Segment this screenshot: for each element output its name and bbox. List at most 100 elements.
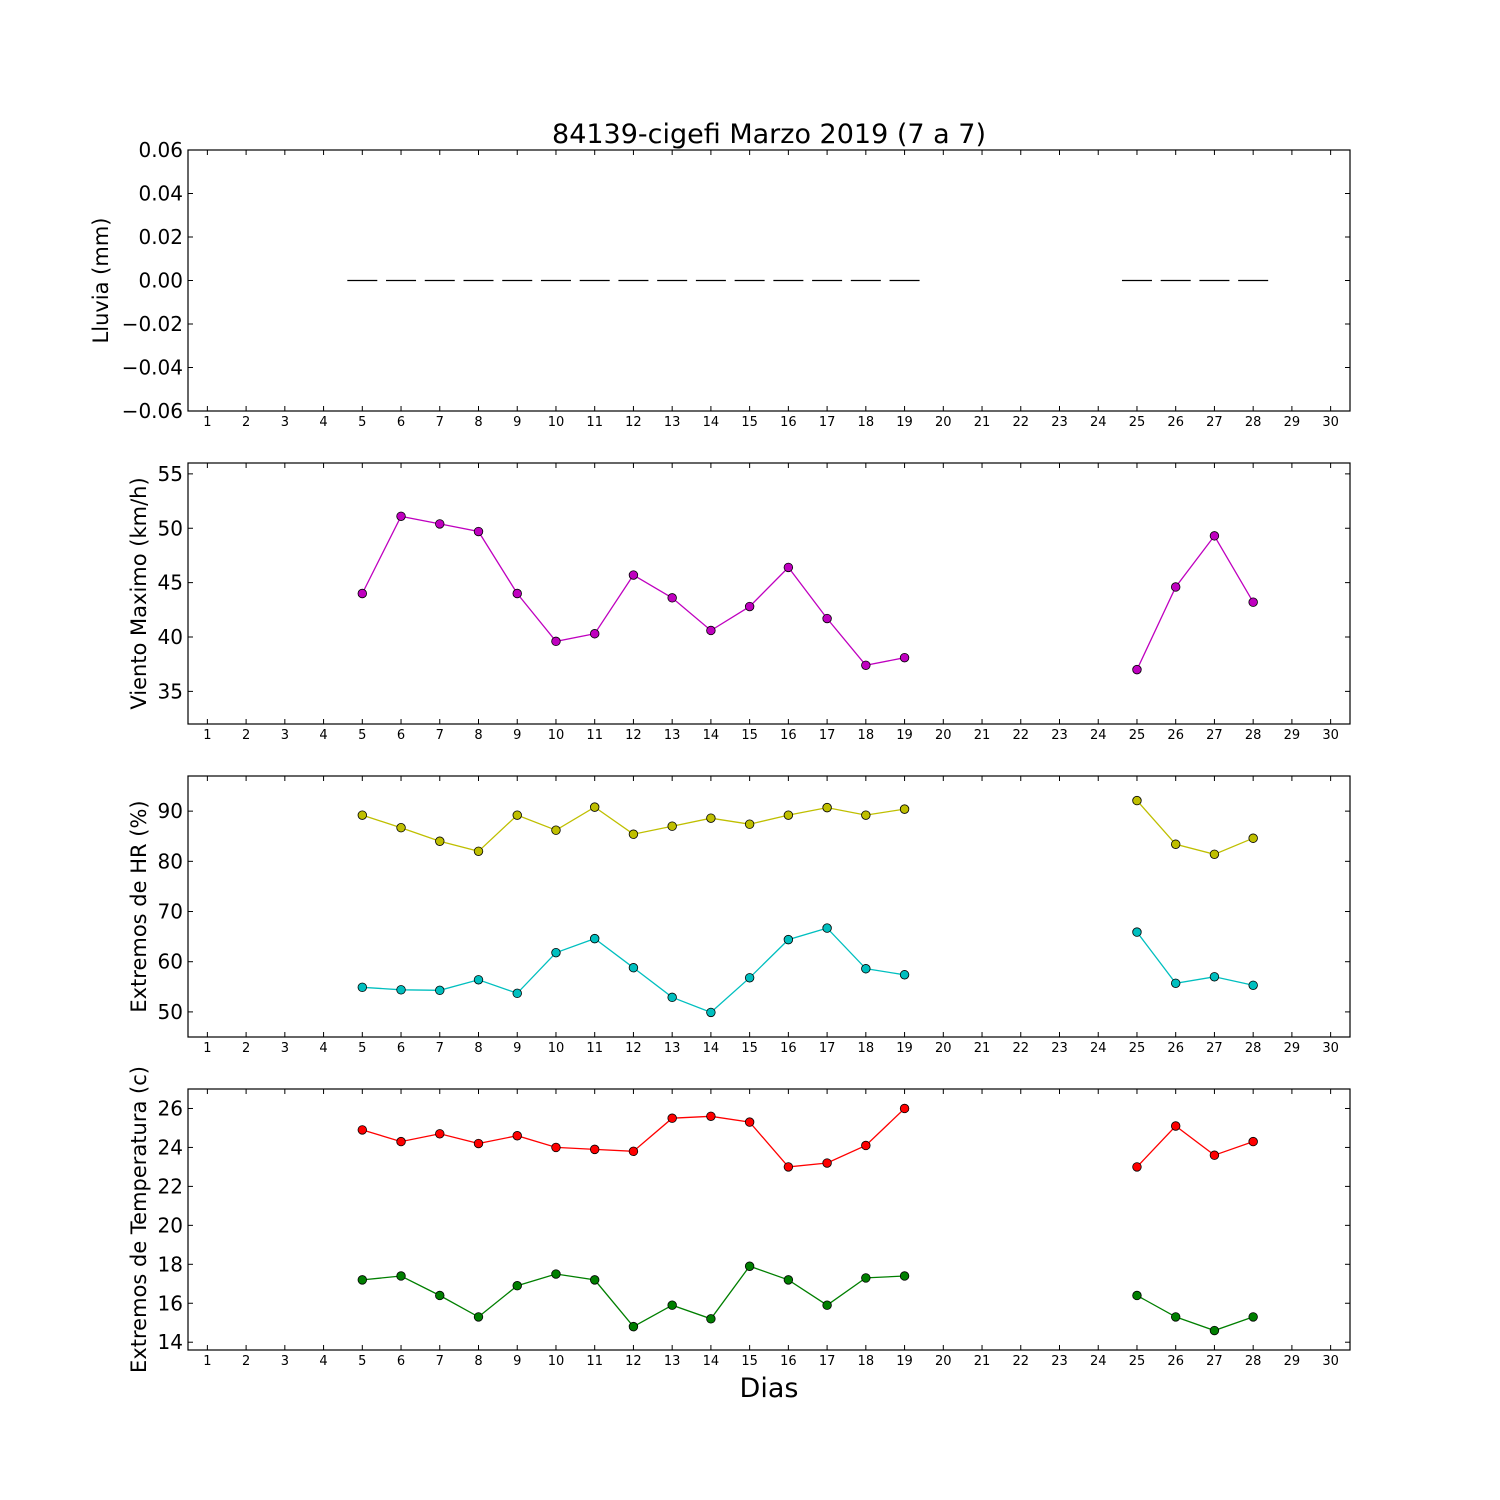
x-tick-label: 27 — [1206, 1354, 1223, 1369]
chart-panels: 1 2 3 4 5 6 7 8 9 10 11 12 13 14 15 16 17 18 19 20 21 22 23 24 2… — [89, 138, 1351, 1373]
x-tick-label: 28 — [1245, 415, 1262, 430]
chart-title: 84139-cigefi Marzo 2019 (7 a 7) — [552, 119, 986, 150]
data-point — [1170, 839, 1181, 849]
x-tick-label: 22 — [1012, 728, 1029, 743]
x-tick-label: 15 — [741, 415, 758, 430]
x-tick-label: 27 — [1206, 415, 1223, 430]
data-point — [744, 819, 755, 829]
x-tick-label: 2 — [242, 1041, 250, 1056]
series-line — [1136, 800, 1254, 855]
x-tick-label: 1 — [203, 1041, 211, 1056]
x-tick-label: 28 — [1245, 1354, 1262, 1369]
data-point — [706, 1111, 716, 1121]
x-tick-label: 17 — [819, 1354, 836, 1369]
x-tick-label: 10 — [548, 728, 565, 743]
x-tick-label: 10 — [548, 1041, 565, 1056]
y-tick-label: 0.06 — [138, 138, 183, 162]
x-tick-label: 17 — [819, 415, 836, 430]
x-tick-label: 29 — [1284, 415, 1301, 430]
data-point — [590, 629, 600, 639]
data-point — [861, 810, 871, 820]
y-tick-label: 22 — [158, 1174, 183, 1198]
x-tick-label: 14 — [703, 415, 720, 430]
series-line — [362, 1108, 906, 1168]
data-point — [473, 1312, 484, 1322]
y-tick-label: 55 — [158, 462, 183, 486]
y-tick-label: 90 — [158, 799, 183, 823]
data-point — [1132, 664, 1142, 675]
data-point — [744, 1261, 755, 1271]
data-point — [435, 1129, 445, 1139]
x-tick-label: 18 — [858, 415, 875, 430]
x-tick-label: 17 — [819, 1041, 836, 1056]
data-point — [899, 804, 910, 814]
x-tick-label: 22 — [1012, 1354, 1029, 1369]
x-tick-label: 7 — [436, 1041, 444, 1056]
x-tick-label: 22 — [1012, 415, 1029, 430]
x-tick-label: 30 — [1322, 1354, 1339, 1369]
x-tick-label: 14 — [703, 1354, 720, 1369]
x-tick-label: 4 — [319, 415, 327, 430]
data-point — [396, 822, 406, 833]
x-tick-label: 20 — [935, 1041, 952, 1056]
data-point — [706, 813, 716, 823]
series-line — [1136, 1294, 1254, 1332]
x-tick-label: 15 — [741, 1041, 758, 1056]
x-tick-label: 3 — [281, 1041, 289, 1056]
x-tick-label: 25 — [1129, 415, 1146, 430]
data-point — [551, 947, 561, 958]
data-point — [706, 1007, 716, 1018]
y-axis-label: Extremos de HR (%) — [127, 800, 151, 1012]
data-point — [590, 1144, 600, 1155]
data-point — [861, 1140, 871, 1151]
data-point — [357, 982, 368, 993]
x-tick-label: 4 — [319, 1354, 327, 1369]
x-tick-label: 27 — [1206, 1041, 1223, 1056]
x-tick-label: 6 — [397, 415, 405, 430]
y-tick-label: 45 — [158, 571, 183, 595]
x-tick-label: 10 — [548, 1354, 565, 1369]
x-tick-label: 1 — [203, 728, 211, 743]
x-tick-label: 22 — [1012, 1041, 1029, 1056]
x-tick-label: 12 — [625, 1354, 642, 1369]
x-tick-label: 26 — [1167, 1041, 1184, 1056]
x-tick-label: 5 — [358, 728, 366, 743]
axes-frame — [187, 462, 1351, 725]
x-tick-label: 19 — [896, 1041, 913, 1056]
x-tick-label: 25 — [1129, 728, 1146, 743]
y-tick-label: 24 — [158, 1135, 183, 1159]
x-tick-label: 8 — [474, 728, 482, 743]
x-tick-label: 29 — [1284, 1354, 1301, 1369]
series-line — [361, 515, 905, 667]
data-point — [435, 985, 445, 996]
x-tick-label: 12 — [625, 415, 642, 430]
axes-frame — [187, 1088, 1351, 1351]
series-line — [1136, 534, 1254, 670]
x-tick-label: 11 — [586, 1354, 603, 1369]
x-tick-label: 5 — [358, 1041, 366, 1056]
data-point — [435, 836, 445, 846]
data-point — [396, 1136, 406, 1147]
data-point — [512, 1281, 522, 1291]
data-point — [861, 964, 871, 974]
x-tick-label: 24 — [1090, 1354, 1107, 1369]
x-tick-label: 3 — [281, 728, 289, 743]
data-point — [667, 593, 677, 603]
x-tick-label: 24 — [1090, 415, 1107, 430]
x-tick-label: 25 — [1129, 1354, 1146, 1369]
y-tick-label: −0.06 — [122, 399, 183, 423]
x-tick-label: 28 — [1245, 728, 1262, 743]
x-tick-label: 14 — [703, 1041, 720, 1056]
data-point — [861, 660, 871, 670]
x-tick-label: 11 — [586, 728, 603, 743]
series-line — [362, 806, 905, 853]
y-tick-label: −0.04 — [122, 356, 183, 380]
data-point — [1248, 980, 1258, 991]
data-point — [744, 601, 755, 612]
data-point — [473, 846, 484, 856]
x-tick-label: 7 — [436, 415, 444, 430]
data-point — [822, 1158, 832, 1168]
x-tick-label: 15 — [741, 1354, 758, 1369]
data-point — [1248, 833, 1258, 843]
